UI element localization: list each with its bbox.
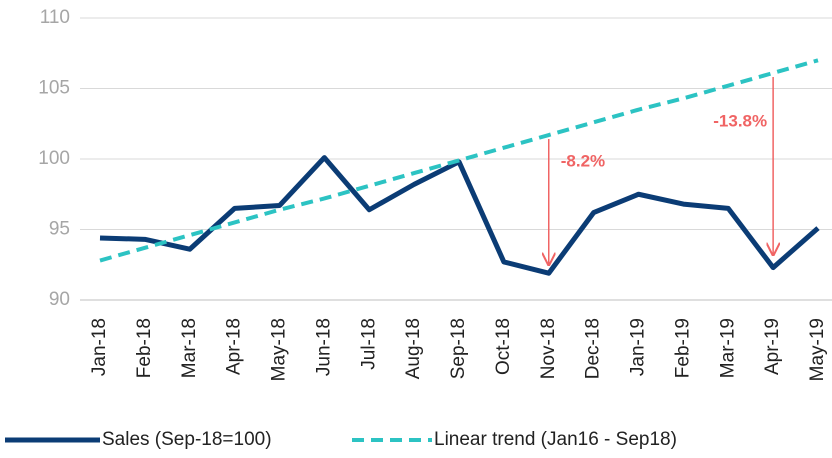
- annotation-label: -13.8%: [713, 111, 767, 130]
- x-tick-label: Oct-18: [493, 318, 514, 375]
- y-tick-label: 105: [38, 78, 70, 99]
- x-tick-label: Jul-18: [358, 318, 379, 370]
- x-tick-label: Aug-18: [403, 318, 424, 379]
- x-tick-label: Mar-19: [717, 318, 738, 378]
- x-tick-label: Mar-18: [179, 318, 200, 378]
- x-tick-label: Jan-18: [89, 318, 110, 376]
- x-tick-label: Dec-18: [583, 318, 604, 379]
- legend-label: Linear trend (Jan16 - Sep18): [434, 429, 677, 450]
- y-tick-label: 90: [49, 289, 70, 310]
- x-tick-label: May-18: [269, 318, 290, 381]
- x-tick-label: May-19: [807, 318, 828, 381]
- x-tick-label: Apr-18: [224, 318, 245, 375]
- x-tick-label: Feb-19: [672, 318, 693, 378]
- x-tick-label: Nov-18: [538, 318, 559, 379]
- y-tick-label: 95: [49, 219, 70, 240]
- x-tick-label: Sep-18: [448, 318, 469, 379]
- x-tick-label: Jan-19: [628, 318, 649, 376]
- y-tick-label: 100: [38, 148, 70, 169]
- legend-label: Sales (Sep-18=100): [102, 429, 272, 450]
- series-line: [99, 155, 820, 276]
- x-tick-label: Apr-19: [762, 318, 783, 375]
- x-tick-label: Feb-18: [134, 318, 155, 378]
- annotation-label: -8.2%: [561, 151, 605, 170]
- series-line: [99, 58, 819, 263]
- y-tick-label: 110: [40, 7, 70, 28]
- x-tick-label: Jun-18: [313, 318, 334, 376]
